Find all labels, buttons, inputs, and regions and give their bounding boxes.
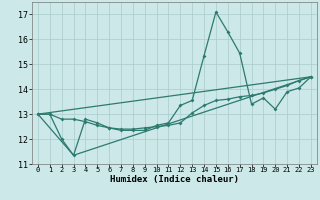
X-axis label: Humidex (Indice chaleur): Humidex (Indice chaleur)	[110, 175, 239, 184]
